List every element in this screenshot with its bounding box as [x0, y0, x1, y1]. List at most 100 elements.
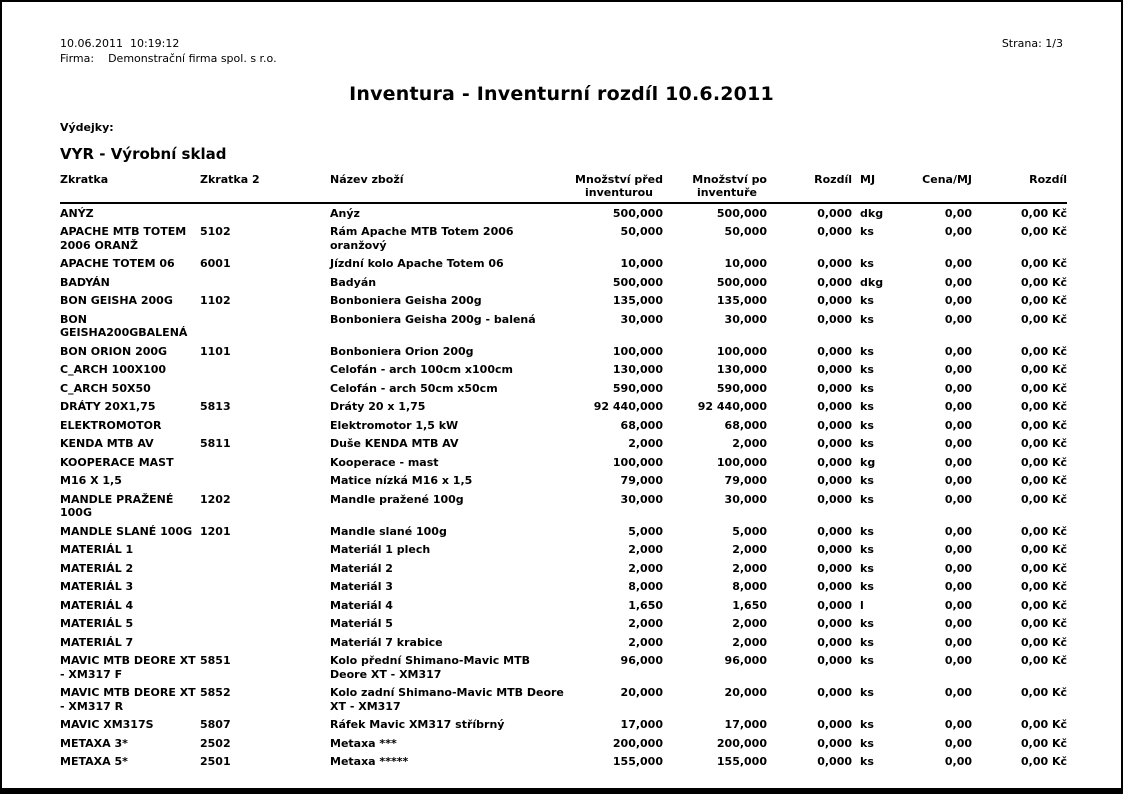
- cell-mnozstvi-po: 2,000: [732, 561, 767, 575]
- cell-mnozstvi-po: 20,000: [724, 686, 767, 699]
- cell-nazev-zbozi: Bonboniera Geisha 200g - balená: [330, 312, 536, 326]
- cell-zkratka: BADYÁN: [60, 275, 110, 289]
- cell-nazev-zbozi: Duše KENDA MTB AV: [330, 437, 459, 450]
- cell-rozdil-kc: 0,00 Kč: [1020, 635, 1067, 649]
- cell-mnozstvi-po: 5,000: [732, 524, 767, 538]
- cell-rozdil-kc: 0,00 Kč: [1020, 474, 1067, 487]
- table-row: MANDLE PRAŽENÉ 100G 1202 Mandle pražené 10…: [60, 490, 1067, 522]
- cell-zkratka-2: [200, 578, 330, 597]
- cell-mnozstvi-po: 8,000: [732, 580, 767, 593]
- table-row: MATERIÁL 7 Materiál 7 krabice 2,000 2,000 0,…: [60, 633, 1067, 652]
- cell-mnozstvi-pred: 2,000: [628, 617, 663, 630]
- cell-mnozstvi-pred: 100,000: [612, 344, 663, 358]
- col-header-nazev-zbozi: Název zboží: [330, 173, 404, 186]
- cell-rozdil: 0,000: [817, 524, 852, 538]
- cell-mj: ks: [860, 418, 874, 432]
- cell-rozdil-kc: 0,00 Kč: [1020, 437, 1067, 450]
- cell-zkratka: M16 X 1,5: [60, 474, 122, 487]
- col-header-mj: MJ: [860, 173, 876, 186]
- cell-rozdil: 0,000: [817, 225, 852, 238]
- cell-nazev-zbozi: Mandle pražené 100g: [330, 492, 464, 506]
- cell-nazev-zbozi: Metaxa ***: [330, 736, 397, 750]
- cell-mj: ks: [860, 400, 874, 413]
- cell-zkratka-2: 1102: [200, 294, 231, 307]
- cell-nazev-zbozi: Celofán - arch 50cm x50cm: [330, 381, 498, 395]
- table-row: MATERIÁL 4 Materiál 4 1,650 1,650 0,000 l 0,00…: [60, 596, 1067, 615]
- cell-nazev-zbozi: Mandle slané 100g: [330, 524, 447, 538]
- cell-rozdil: 0,000: [817, 257, 852, 270]
- cell-zkratka-2: [200, 203, 330, 223]
- report-meta-left: 10.06.2011 10:19:12 Firma: Demonstrační f…: [60, 36, 277, 66]
- cell-mj: ks: [860, 257, 874, 270]
- cell-cena-mj: 0,00: [944, 418, 972, 432]
- cell-zkratka-2: 5813: [200, 400, 231, 413]
- table-row: M16 X 1,5 Matice nízká M16 x 1,5 79,000 79,…: [60, 472, 1067, 491]
- cell-mj: ks: [860, 617, 874, 630]
- cell-mnozstvi-po: 92 440,000: [697, 400, 767, 413]
- cell-rozdil: 0,000: [817, 418, 852, 432]
- cell-cena-mj: 0,00: [944, 206, 972, 220]
- cell-zkratka-2: [200, 310, 330, 342]
- cell-cena-mj: 0,00: [944, 686, 972, 699]
- cell-mnozstvi-pred: 500,000: [612, 206, 663, 220]
- cell-mj: l: [860, 598, 864, 612]
- cell-rozdil: 0,000: [817, 344, 852, 358]
- cell-zkratka: APACHE MTB TOTEM 2006 ORANŽ: [60, 225, 187, 252]
- cell-mnozstvi-po: 155,000: [716, 755, 767, 768]
- cell-mnozstvi-pred: 20,000: [620, 686, 663, 699]
- cell-zkratka-2: 5102: [200, 225, 231, 238]
- cell-rozdil-kc: 0,00 Kč: [1020, 344, 1067, 358]
- cell-rozdil-kc: 0,00 Kč: [1020, 312, 1067, 326]
- cell-rozdil-kc: 0,00 Kč: [1020, 294, 1067, 307]
- cell-zkratka-2: 5807: [200, 718, 231, 731]
- cell-zkratka: KENDA MTB AV: [60, 437, 154, 450]
- cell-rozdil: 0,000: [817, 755, 852, 768]
- cell-rozdil: 0,000: [817, 206, 852, 220]
- cell-zkratka: BON ORION 200G: [60, 344, 168, 358]
- cell-nazev-zbozi: Materiál 5: [330, 617, 393, 630]
- table-row: METAXA 5* 2501 Metaxa ***** 155,000 155,000 0…: [60, 753, 1067, 772]
- cell-zkratka: MATERIÁL 3: [60, 580, 134, 593]
- cell-cena-mj: 0,00: [944, 474, 972, 487]
- cell-cena-mj: 0,00: [944, 543, 972, 556]
- table-row: BON ORION 200G 1101 Bonboniera Orion 200g 1…: [60, 342, 1067, 361]
- table-row: MAVIC XM317S 5807 Ráfek Mavic XM317 stříbr…: [60, 716, 1067, 735]
- cell-mnozstvi-po: 2,000: [732, 437, 767, 450]
- cell-rozdil-kc: 0,00 Kč: [1020, 598, 1067, 612]
- cell-mj: ks: [860, 381, 874, 395]
- cell-cena-mj: 0,00: [944, 381, 972, 395]
- cell-rozdil-kc: 0,00 Kč: [1020, 755, 1067, 768]
- cell-mnozstvi-po: 10,000: [724, 257, 767, 270]
- col-header-rozdil-kc: Rozdíl: [1029, 173, 1067, 186]
- cell-rozdil: 0,000: [817, 635, 852, 649]
- cell-mj: ks: [860, 492, 874, 506]
- cell-rozdil-kc: 0,00 Kč: [1020, 400, 1067, 413]
- cell-mj: ks: [860, 294, 874, 307]
- cell-rozdil-kc: 0,00 Kč: [1020, 418, 1067, 432]
- cell-rozdil: 0,000: [817, 580, 852, 593]
- cell-cena-mj: 0,00: [944, 455, 972, 469]
- cell-mj: ks: [860, 437, 874, 450]
- cell-nazev-zbozi: Matice nízká M16 x 1,5: [330, 474, 473, 487]
- table-row: MANDLE SLANÉ 100G 1201 Mandle slané 100g 5,…: [60, 522, 1067, 541]
- cell-mnozstvi-po: 130,000: [716, 363, 767, 376]
- cell-zkratka: MAVIC MTB DEORE XT - XM317 R: [60, 686, 196, 713]
- cell-mnozstvi-po: 135,000: [716, 294, 767, 307]
- table-header: Zkratka Zkratka 2 Název zboží Množství před…: [60, 173, 1067, 203]
- cell-cena-mj: 0,00: [944, 257, 972, 270]
- cell-nazev-zbozi: Materiál 2: [330, 561, 393, 575]
- cell-nazev-zbozi: Dráty 20 x 1,75: [330, 400, 426, 413]
- cell-zkratka: DRÁTY 20X1,75: [60, 400, 156, 413]
- cell-cena-mj: 0,00: [944, 736, 972, 750]
- cell-cena-mj: 0,00: [944, 561, 972, 575]
- cell-rozdil: 0,000: [817, 363, 852, 376]
- cell-zkratka: C_ARCH 100X100: [60, 363, 167, 376]
- cell-zkratka: MANDLE PRAŽENÉ 100G: [60, 492, 174, 520]
- cell-mj: ks: [860, 686, 874, 699]
- cell-zkratka-2: [200, 541, 330, 560]
- cell-zkratka-2: [200, 559, 330, 578]
- cell-cena-mj: 0,00: [944, 312, 972, 326]
- col-header-zkratka: Zkratka: [60, 173, 109, 186]
- cell-rozdil: 0,000: [817, 400, 852, 413]
